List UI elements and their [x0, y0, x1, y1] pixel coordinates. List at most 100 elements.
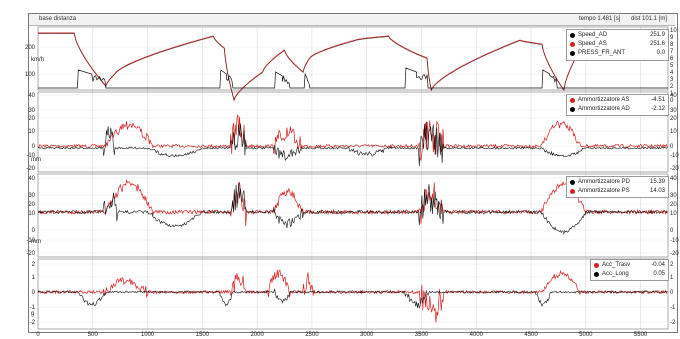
- title-bar: base distanza tempo 1.481 [s] dist 101.1…: [29, 14, 675, 26]
- x-tick-label: 2000: [250, 332, 264, 338]
- y-tick-label: -10: [26, 153, 35, 159]
- right-axis-tick-label: 40: [670, 93, 677, 99]
- series-shock-as: [37, 114, 668, 162]
- x-tick-label: 3000: [360, 332, 374, 338]
- y-tick-label: -10: [26, 238, 35, 244]
- series-shock-ad: [37, 121, 668, 167]
- x-tick-label: 500: [88, 332, 99, 338]
- legend-entry[interactable]: Speed_AD 251.9: [567, 31, 668, 40]
- right-axis-tick-label: 3: [670, 77, 674, 83]
- right-axis-tick-label: 7: [670, 49, 674, 55]
- right-axis-tick-label: 0: [670, 290, 674, 296]
- y-tick-label: 100: [25, 72, 36, 78]
- legend-entry[interactable]: Acc_Long 0.05: [591, 270, 668, 279]
- right-axis-tick-label: 30: [670, 193, 677, 199]
- series-speed-as: [38, 31, 669, 102]
- x-tick-label: 2500: [305, 332, 319, 338]
- series-shock-pd: [37, 182, 668, 235]
- y-tick-label: -1: [30, 305, 36, 311]
- right-axis-tick-label: 5: [670, 63, 674, 69]
- right-axis-tick-label: -1: [670, 305, 676, 311]
- right-axis-tick-label: -10: [670, 153, 679, 159]
- series-dot-icon: [594, 272, 599, 277]
- y-tick-label: 40: [28, 93, 35, 99]
- y-tick-label: 20: [28, 202, 35, 208]
- series-dot-icon: [594, 263, 599, 268]
- legend-entry[interactable]: Speed_AS 251.6: [567, 40, 668, 49]
- time-readout: tempo 1.481 [s]: [579, 16, 621, 22]
- right-axis-tick-label: 4: [670, 70, 674, 76]
- right-axis-tick-label: 1: [670, 275, 674, 281]
- legend-speed: Speed_AD 251.9 Speed_AS 251.6 PRESS_FR_ANT…: [566, 29, 669, 61]
- chart-window: [28, 13, 678, 333]
- legend-entry[interactable]: Ammortizzatore PS 14.03: [567, 187, 668, 196]
- x-tick-label: 1500: [196, 332, 210, 338]
- x-tick-label: 3500: [415, 332, 429, 338]
- right-axis-tick-label: 2: [670, 84, 674, 90]
- right-axis-tick-label: 8: [670, 42, 674, 48]
- y-tick-label: 10: [28, 211, 35, 217]
- right-axis-tick-label: -20: [670, 166, 679, 172]
- window-title: base distanza: [39, 16, 77, 22]
- legend-entry[interactable]: PRESS_FR_ANT 0.0: [567, 49, 668, 58]
- y-tick-label: -2: [30, 320, 36, 326]
- x-tick-label: 4000: [470, 332, 484, 338]
- right-axis-tick-label: 20: [670, 116, 677, 122]
- legend-entry[interactable]: Ammortizzatore AD -2.12: [567, 105, 668, 114]
- right-axis-tick-label: 20: [670, 202, 677, 208]
- legend-shock-front: Ammortizzatore PD 15.39 Ammortizzatore PS…: [566, 176, 669, 198]
- x-tick-label: 0: [36, 332, 40, 338]
- series-brake-pressure: [38, 67, 668, 89]
- right-axis-tick-label: 0: [670, 228, 674, 234]
- panel-frame: [37, 258, 669, 330]
- axis-unit-label: mm: [31, 157, 41, 163]
- right-axis-tick-label: 40: [670, 176, 677, 182]
- series-dot-icon: [570, 33, 575, 38]
- right-axis-tick-label: 2: [670, 262, 674, 268]
- y-tick-label: 10: [28, 129, 35, 135]
- right-axis-tick-label: 9: [670, 35, 674, 41]
- y-tick-label: 2: [32, 262, 36, 268]
- series-shock-ps: [37, 179, 668, 227]
- y-tick-label: 1: [32, 275, 36, 281]
- right-axis-tick-label: 10: [670, 129, 677, 135]
- legend-shock-rear: Ammortizzatore AS -4.51 Ammortizzatore AD…: [566, 94, 669, 116]
- right-axis-tick-label: 0: [670, 98, 674, 104]
- y-tick-label: 200: [25, 45, 36, 51]
- x-tick-label: 5500: [634, 332, 648, 338]
- right-axis-tick-label: -2: [670, 320, 676, 326]
- series-acc-trasv: [37, 269, 668, 323]
- right-axis-tick-label: -20: [670, 251, 679, 257]
- right-axis-tick-label: 0: [670, 144, 674, 150]
- legend-entry[interactable]: Ammortizzatore AS -4.51: [567, 96, 668, 105]
- right-axis-tick-label: 6: [670, 56, 674, 62]
- x-tick-label: 5000: [579, 332, 593, 338]
- right-axis-tick-label: 1: [670, 91, 674, 97]
- y-tick-label: 30: [28, 193, 35, 199]
- x-tick-label: 4500: [524, 332, 538, 338]
- series-acc-long: [37, 288, 668, 309]
- series-dot-icon: [570, 98, 575, 103]
- y-tick-label: 0: [32, 228, 36, 234]
- axis-unit-label: mm: [31, 239, 41, 245]
- series-dot-icon: [570, 180, 575, 185]
- axis-unit-label: g: [31, 311, 34, 317]
- distance-readout: dist 101.1 [m]: [631, 16, 668, 22]
- y-tick-label: 40: [28, 176, 35, 182]
- x-tick-label: 1000: [141, 332, 155, 338]
- y-tick-label: -20: [26, 166, 35, 172]
- right-axis-tick-label: 30: [670, 108, 677, 114]
- panel-frame: [37, 173, 669, 258]
- y-tick-label: 0: [32, 290, 36, 296]
- right-axis-tick-label: 10: [670, 211, 677, 217]
- right-axis-tick-label: 10: [670, 28, 677, 34]
- y-tick-label: -20: [26, 251, 35, 257]
- series-dot-icon: [570, 189, 575, 194]
- y-tick-label: 20: [28, 116, 35, 122]
- series-speed-ad: [38, 32, 669, 102]
- y-tick-label: 0: [32, 144, 36, 150]
- legend-entry[interactable]: Acc_Trasv -0.04: [591, 261, 668, 270]
- legend-entry[interactable]: Ammortizzatore PD 15.39: [567, 178, 668, 187]
- series-dot-icon: [570, 107, 575, 112]
- series-dot-icon: [570, 42, 575, 47]
